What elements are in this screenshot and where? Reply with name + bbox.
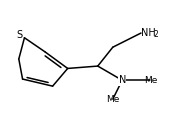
Text: Me: Me <box>144 76 157 85</box>
Text: NH: NH <box>141 28 156 38</box>
Text: S: S <box>17 30 23 40</box>
Text: N: N <box>118 75 126 85</box>
Text: 2: 2 <box>154 30 158 39</box>
Text: Me: Me <box>106 95 120 104</box>
